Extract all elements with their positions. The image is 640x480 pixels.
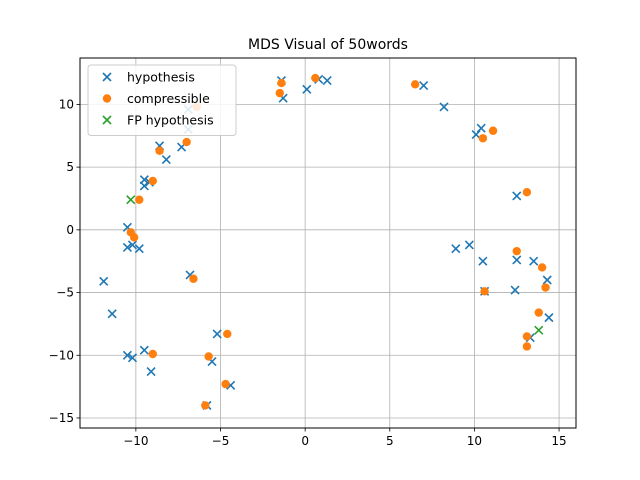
data-point: [122, 242, 132, 252]
legend-marker: [102, 115, 112, 125]
plot-marks: [99, 73, 554, 410]
data-point: [212, 329, 222, 339]
legend-box: [87, 64, 237, 136]
legend-label: hypothesis: [127, 70, 195, 85]
data-point: [148, 349, 157, 359]
data-point: [201, 401, 210, 410]
y-tick-label: 5: [66, 160, 74, 174]
data-point: [134, 244, 144, 254]
data-point: [534, 325, 544, 335]
x-tick-label: 5: [386, 434, 394, 448]
data-point: [189, 274, 198, 283]
data-point: [146, 366, 156, 377]
data-point: [139, 345, 149, 355]
data-point: [510, 285, 520, 295]
data-point: [512, 191, 522, 201]
data-point: [139, 181, 149, 191]
data-point: [419, 81, 429, 91]
data-point: [534, 308, 543, 317]
data-point: [129, 233, 139, 242]
data-point: [529, 256, 539, 266]
data-point: [480, 287, 489, 296]
data-point: [476, 123, 486, 133]
data-point: [127, 353, 138, 363]
data-point: [148, 176, 157, 186]
data-point: [126, 195, 136, 205]
axis-ticks: −10 −5 0 5 10 15 −15 −10 −5 0 5 10: [49, 97, 567, 448]
data-point: [302, 84, 312, 94]
data-point: [478, 134, 488, 143]
data-point: [223, 329, 232, 339]
y-tick-label: −15: [49, 411, 74, 425]
legend: hypothesis compressible FP hypothesis: [87, 64, 237, 136]
plot-frame: [79, 57, 577, 429]
x-tick-label: −5: [212, 434, 230, 448]
data-point: [127, 240, 138, 250]
x-tick-label: 10: [467, 434, 482, 448]
x-tick-label: 15: [551, 434, 566, 448]
legend-marker: [102, 72, 112, 82]
data-point: [522, 332, 532, 341]
data-point: [322, 76, 332, 86]
x-tick-label: 0: [301, 434, 309, 448]
data-point: [135, 195, 144, 204]
x-tick-label: −10: [123, 434, 148, 448]
legend-label: FP hypothesis: [127, 113, 214, 128]
y-tick-label: −5: [56, 286, 74, 300]
data-point: [410, 80, 420, 89]
data-point: [537, 263, 547, 272]
data-point: [204, 352, 213, 361]
data-point: [478, 256, 488, 266]
y-tick-label: 10: [59, 97, 74, 111]
data-point: [182, 137, 191, 147]
chart-title: MDS Visual of 50words: [248, 37, 408, 53]
legend-label: compressible: [127, 91, 210, 106]
data-point: [512, 246, 521, 256]
data-point: [464, 240, 474, 250]
data-point: [99, 276, 109, 286]
data-point: [439, 102, 449, 112]
grid: [80, 58, 576, 428]
data-point: [122, 350, 132, 360]
data-point: [544, 313, 554, 323]
data-point: [221, 379, 230, 389]
data-point: [542, 275, 552, 285]
data-point: [311, 73, 320, 83]
series-fp-hypothesis: [126, 195, 544, 335]
data-point: [107, 309, 117, 319]
data-point: [451, 244, 461, 254]
data-point: [522, 342, 532, 351]
data-point: [161, 155, 171, 165]
data-point: [512, 255, 522, 265]
data-point: [541, 283, 550, 292]
series-compressible: [126, 73, 550, 410]
y-tick-label: 0: [66, 223, 74, 237]
data-point: [471, 129, 481, 140]
legend-marker: [102, 94, 112, 103]
data-point: [488, 126, 498, 135]
data-point: [277, 78, 286, 88]
y-tick-label: −10: [49, 348, 74, 362]
data-point: [522, 188, 532, 197]
data-point: [155, 146, 164, 156]
data-point: [275, 88, 284, 98]
